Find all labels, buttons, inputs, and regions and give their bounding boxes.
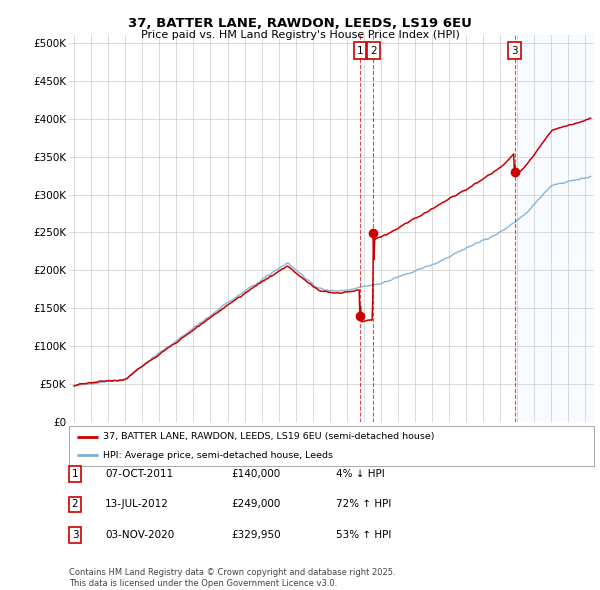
Text: £329,950: £329,950 [231,530,281,540]
Text: 37, BATTER LANE, RAWDON, LEEDS, LS19 6EU: 37, BATTER LANE, RAWDON, LEEDS, LS19 6EU [128,17,472,30]
Text: 03-NOV-2020: 03-NOV-2020 [105,530,174,540]
Text: 4% ↓ HPI: 4% ↓ HPI [336,469,385,478]
Text: 2: 2 [370,45,376,55]
Text: Contains HM Land Registry data © Crown copyright and database right 2025.
This d: Contains HM Land Registry data © Crown c… [69,568,395,588]
Text: 13-JUL-2012: 13-JUL-2012 [105,500,169,509]
Text: HPI: Average price, semi-detached house, Leeds: HPI: Average price, semi-detached house,… [103,451,333,460]
Text: 3: 3 [71,530,79,540]
Text: 1: 1 [356,45,363,55]
Text: £140,000: £140,000 [231,469,280,478]
Bar [517,35,594,422]
Text: Price paid vs. HM Land Registry's House Price Index (HPI): Price paid vs. HM Land Registry's House … [140,30,460,40]
Text: 37, BATTER LANE, RAWDON, LEEDS, LS19 6EU (semi-detached house): 37, BATTER LANE, RAWDON, LEEDS, LS19 6EU… [103,432,434,441]
Text: 72% ↑ HPI: 72% ↑ HPI [336,500,391,509]
Text: 1: 1 [71,469,79,478]
Text: 07-OCT-2011: 07-OCT-2011 [105,469,173,478]
Text: 53% ↑ HPI: 53% ↑ HPI [336,530,391,540]
Text: 3: 3 [511,45,518,55]
Text: £249,000: £249,000 [231,500,280,509]
Text: 2: 2 [71,500,79,509]
